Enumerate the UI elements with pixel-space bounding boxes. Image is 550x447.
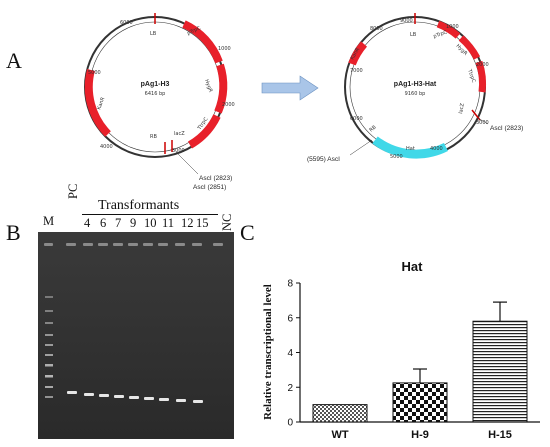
right-tick-2: 1000	[446, 24, 459, 30]
right-site-2: (5595) AscI	[307, 156, 340, 163]
y-tick-label: 8	[287, 279, 293, 290]
right-feature-hygr	[458, 35, 481, 60]
chart-bars: WT H-9 H-15	[312, 301, 528, 441]
right-label-hat: Hat	[406, 146, 415, 152]
right-tick-1: 9000	[400, 18, 413, 24]
left-label-kanr: KanR	[96, 96, 106, 111]
x-tick-label: H-15	[488, 429, 512, 441]
left-feature-kanr	[84, 68, 111, 137]
right-feature-kanr	[348, 41, 368, 66]
gel-lane-12: 12	[181, 216, 194, 230]
y-tick-label: 0	[287, 418, 293, 429]
left-plasmid-name: pAg1-H3	[141, 81, 170, 88]
gel-lane-15: 15	[196, 216, 209, 230]
right-label-ttrpc: TtrpC	[466, 68, 477, 84]
right-tick-8: 7000	[350, 68, 363, 74]
right-plasmid-name: pAg1-H3-Hat	[394, 81, 437, 88]
gel-lane-6: 6	[100, 216, 107, 230]
left-site-1: AscI (2823)	[199, 175, 232, 182]
left-tick-2: 1000	[218, 46, 231, 52]
right-feature-ptrpc	[436, 20, 461, 39]
x-tick-label: WT	[331, 429, 348, 441]
y-tick-label: 6	[287, 313, 293, 324]
gel-group-label: Transformants	[98, 198, 180, 213]
gel-lane-11: 11	[162, 216, 175, 230]
left-feature-ttrpc	[187, 114, 221, 149]
y-tick-label: 2	[287, 383, 293, 394]
panel-label-c: C	[240, 220, 255, 245]
panel-label-b: B	[6, 220, 21, 245]
bar-h-15	[472, 320, 528, 423]
gel-lane-10: 10	[144, 216, 157, 230]
transition-arrow	[261, 75, 319, 101]
left-label-hygr: HygR	[203, 79, 213, 94]
panel-label-a: A	[6, 48, 22, 73]
right-tick-4: 3000	[476, 120, 489, 126]
left-tick-4: 3000	[172, 148, 185, 154]
right-tick-9: 8000	[370, 26, 383, 32]
gel-lane-9: 9	[130, 216, 137, 230]
left-feature-ptrpc	[182, 20, 223, 64]
left-label-lacz: lacZ	[174, 131, 185, 137]
left-tick-6: 5000	[88, 70, 101, 76]
right-plasmid-size: 9160 bp	[405, 91, 426, 97]
right-feature-ttrpc	[475, 60, 486, 93]
right-label-kanr: KanR	[350, 46, 362, 61]
gel-lane-m: M	[43, 214, 55, 228]
right-tick-7: 6000	[350, 116, 363, 122]
right-label-lacz: lacZ	[458, 102, 466, 114]
left-label-rb: RB	[150, 134, 157, 140]
right-tick-3: 2000	[476, 62, 489, 68]
left-tick-5: 4000	[100, 144, 113, 150]
plasmid-right: LB pTrpC HygR TtrpC lacZ RB Hat KanR 900…	[307, 13, 523, 163]
left-tick-3: 2000	[222, 102, 235, 108]
left-site-2: AscI (2851)	[193, 184, 226, 191]
plasmid-maps: LB pTrpC HygR TtrpC lacZ RB KanR 6000 10…	[84, 13, 523, 191]
gel-lane-4: 4	[84, 216, 91, 230]
bar-h-9	[392, 382, 448, 423]
left-plasmid-size: 6416 bp	[145, 91, 166, 97]
left-label-lb: LB	[150, 31, 157, 37]
right-tick-6: 5000	[390, 154, 403, 160]
right-tick-5: 4000	[430, 146, 443, 152]
gel-group-bracket	[82, 214, 218, 215]
y-axis-label: Relative transcriptional level	[262, 284, 274, 420]
right-label-rb: RB	[368, 124, 378, 133]
right-feature-hat	[372, 136, 449, 159]
plasmid-left: LB pTrpC HygR TtrpC lacZ RB KanR 6000 10…	[84, 13, 235, 191]
left-tick-1: 6000	[120, 20, 133, 26]
left-label-ptrpc: pTrpC	[186, 25, 202, 37]
y-tick-label: 4	[287, 348, 293, 359]
right-label-lb: LB	[410, 32, 417, 38]
x-tick-label: H-9	[411, 429, 429, 441]
chart-title: Hat	[402, 259, 424, 274]
left-feature-hygr	[214, 63, 228, 114]
right-site-1: AscI (2823)	[490, 125, 523, 132]
gel-lane-7: 7	[115, 216, 122, 230]
right-label-ptrpc: pTrpC	[433, 29, 449, 40]
bar-wt	[312, 404, 368, 423]
